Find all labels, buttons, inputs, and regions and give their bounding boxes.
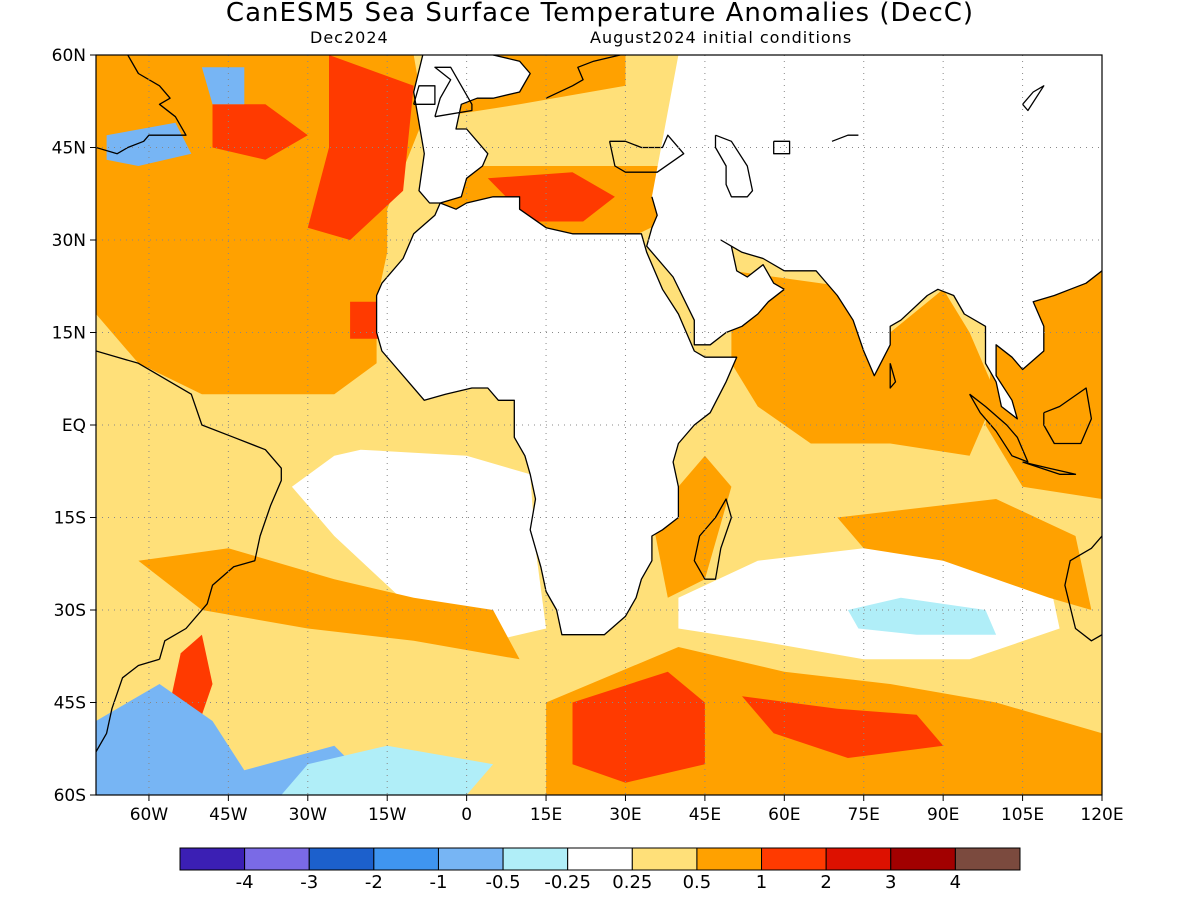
anomaly-region-orange [837,499,1092,610]
colorbar-label: -1 [429,872,447,893]
colorbar-swatch [567,847,633,871]
colorbar-label: 0.5 [683,872,712,893]
x-tick-label: 0 [461,805,472,825]
longitude-axis: 60W 45W 30W 15W 0 15E 30E 45E 60E 75E 90E 105E 120E [130,795,1124,825]
colorbar-swatch [890,847,956,871]
y-tick-label: 15N [52,324,86,344]
y-tick-label: 30N [52,231,86,251]
coastline [375,55,738,636]
y-tick-label: 45N [52,139,86,159]
coastline [545,55,621,99]
coastline [889,363,897,389]
coastline [1022,461,1077,475]
coastline [96,350,282,660]
y-tick-label: 45S [54,694,86,714]
latitude-axis: 60N 45N 30N 15N EQ 15S 30S 45S 60S [52,46,96,806]
colorbar-label: -3 [300,872,318,893]
colorbar-swatch [373,847,439,871]
anomaly-region-orange [651,455,732,598]
coastline [434,66,473,118]
y-tick-label: 60S [54,786,86,806]
colorbar-label: -2 [365,872,383,893]
colorbar-swatch [954,847,1021,871]
colorbar-swatch [437,847,504,871]
anomaly-region-white [291,449,547,641]
coastline [773,140,791,155]
x-tick-label: 45W [209,805,248,825]
x-tick-label: 105E [1001,805,1044,825]
anomaly-region-light-blue [847,597,997,635]
colorbar-swatch [631,847,698,871]
africa-europe-landmass [376,55,737,635]
map-title: CanESM5 Sea Surface Temperature Anomalie… [225,0,975,28]
colorbar-label: -4 [236,872,254,893]
colorbar-swatch [308,847,375,871]
coastline [1043,387,1093,445]
initial-conditions-label: August2024 initial conditions [590,28,853,47]
anomaly-region-red [212,104,308,160]
coastline [969,393,1029,463]
x-tick-label: 120E [1080,805,1123,825]
anomaly-region-orange [731,270,997,456]
anomaly-region-red [742,696,944,758]
colorbar-label: 0.25 [612,872,652,893]
coastline [1022,85,1045,112]
coastline [831,134,859,142]
coastline [96,55,187,155]
coastline [714,134,754,198]
asia-landmass [646,55,1102,419]
anomaly-region-red [572,671,705,783]
colorbar-swatch [502,847,569,871]
x-tick-label: 45E [689,805,721,825]
colorbar-swatch [825,847,892,871]
y-tick-label: 15S [54,509,86,529]
coastline [693,498,733,580]
colorbar-swatch [244,847,310,871]
colorbar-label: 2 [820,872,831,893]
coastline-layer [96,55,1102,753]
anomaly-region-red [350,301,382,339]
x-tick-label: 60E [768,805,800,825]
y-tick-label: 30S [54,601,86,621]
colorbar-swatch [696,847,763,871]
anomaly-region-blue [106,122,192,166]
x-tick-label: 60W [130,805,169,825]
colorbar-swatch [761,847,827,871]
coastline [96,658,160,753]
y-tick-label: 60N [52,46,86,66]
colorbar-label: 1 [756,872,767,893]
colorbar-label: 3 [885,872,896,893]
anomaly-region-orange [138,548,520,660]
anomaly-region-light-blue [281,745,494,795]
x-tick-label: 30W [289,805,328,825]
colorbar-label: -0.5 [486,872,521,893]
coastline [1064,535,1102,642]
coastline [608,134,685,173]
anomaly-region-blue [201,67,245,105]
colorbar-label: 4 [950,872,961,893]
colorbar-label: -0.25 [544,872,591,893]
coastline [646,196,1102,420]
colorbar-swatch [179,847,246,871]
x-tick-label: 75E [848,805,880,825]
x-tick-label: 15E [530,805,562,825]
x-tick-label: 15W [368,805,407,825]
x-tick-label: 90E [927,805,959,825]
y-tick-label: EQ [62,416,86,436]
forecast-month-label: Dec2024 [310,28,389,47]
x-tick-label: 30E [609,805,641,825]
colorbar: -4 -3 -2 -1 -0.5 -0.25 0.25 0.5 1 2 3 4 [179,847,1021,893]
coastline [413,85,436,105]
